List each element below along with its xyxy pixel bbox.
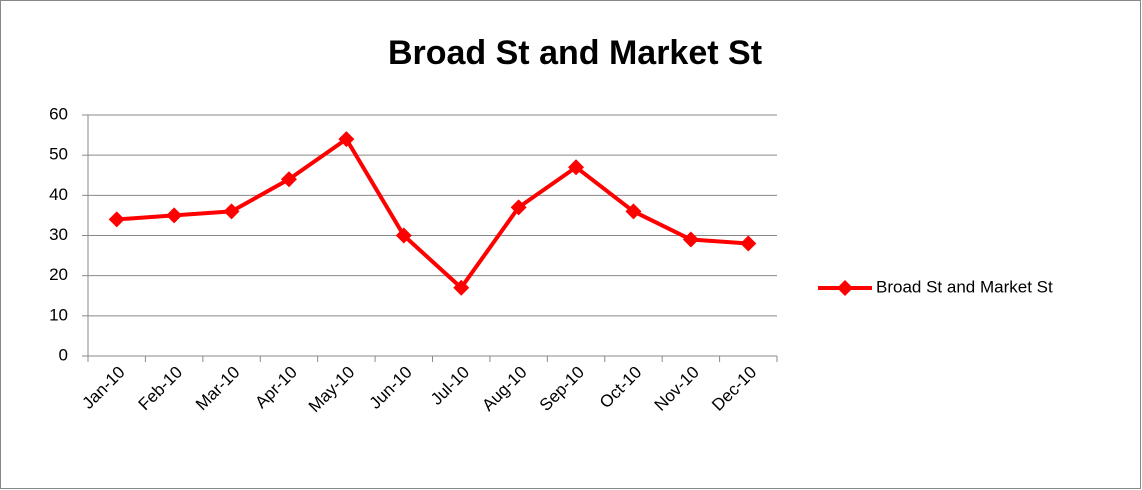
y-tick-label: 20 bbox=[49, 265, 68, 284]
marker bbox=[510, 199, 527, 216]
y-tick-label: 0 bbox=[59, 345, 68, 364]
marker bbox=[166, 207, 183, 224]
y-tick-label: 40 bbox=[49, 185, 68, 204]
marker bbox=[280, 171, 297, 188]
legend-marker bbox=[837, 280, 853, 296]
marker bbox=[568, 159, 585, 176]
marker bbox=[223, 203, 240, 220]
y-tick-label: 50 bbox=[49, 145, 68, 164]
marker bbox=[453, 279, 470, 296]
series-line bbox=[116, 137, 749, 290]
y-tick-label: 30 bbox=[49, 225, 68, 244]
marker bbox=[338, 131, 355, 148]
chart-title: Broad St and Market St bbox=[388, 34, 762, 72]
marker bbox=[682, 231, 699, 248]
marker bbox=[740, 235, 757, 252]
marker bbox=[108, 211, 125, 228]
marker bbox=[625, 203, 642, 220]
legend-label: Broad St and Market St bbox=[876, 277, 1053, 296]
marker bbox=[395, 227, 412, 244]
y-tick-label: 10 bbox=[49, 305, 68, 324]
y-tick-label: 60 bbox=[49, 104, 68, 123]
